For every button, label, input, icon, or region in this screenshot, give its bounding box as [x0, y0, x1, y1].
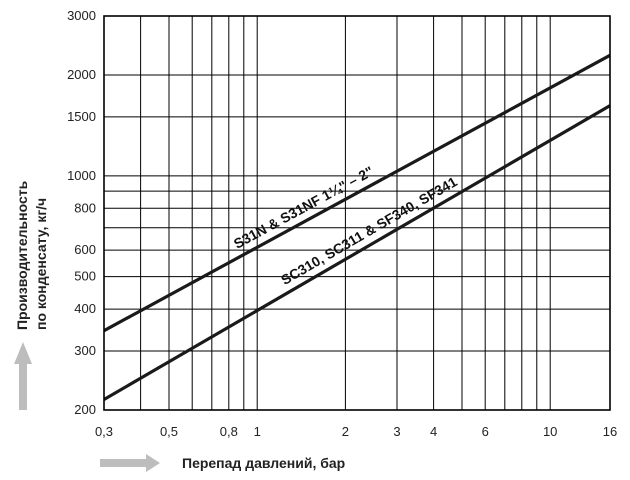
y-tick-label: 200 — [74, 402, 96, 417]
y-axis-label-line1: Производительность — [14, 180, 30, 330]
x-tick-label: 0,8 — [220, 424, 238, 439]
series-line — [103, 104, 611, 401]
x-tick-label: 10 — [543, 424, 557, 439]
x-tick-label: 4 — [430, 424, 437, 439]
series-layer — [103, 53, 611, 401]
y-axis-ticks: 200 300 400 500 600 800 1000 1500 2000 3000 — [67, 8, 96, 417]
y-tick-label: 1000 — [67, 168, 96, 183]
y-tick-label: 3000 — [67, 8, 96, 23]
x-tick-label: 16 — [603, 424, 617, 439]
x-tick-label: 1 — [254, 424, 261, 439]
y-tick-label: 400 — [74, 301, 96, 316]
y-tick-label: 2000 — [67, 67, 96, 82]
y-tick-label: 800 — [74, 200, 96, 215]
x-tick-label: 0,3 — [95, 424, 113, 439]
series-line — [103, 53, 611, 333]
grid — [104, 16, 610, 410]
x-tick-label: 2 — [342, 424, 349, 439]
x-tick-label: 3 — [393, 424, 400, 439]
plot-frame — [103, 15, 611, 411]
y-tick-label: 1500 — [67, 109, 96, 124]
x-axis-label: Перепад давлений, бар — [182, 455, 345, 471]
y-tick-label: 300 — [74, 343, 96, 358]
y-axis-label-line2: по конденсату, кг/ч — [33, 198, 49, 330]
y-tick-label: 600 — [74, 242, 96, 257]
x-axis-ticks: 0,3 0,5 0,8 1 2 3 4 6 10 16 — [95, 424, 617, 439]
x-axis-arrow-icon — [100, 454, 160, 472]
x-tick-label: 6 — [482, 424, 489, 439]
x-tick-label: 0,5 — [160, 424, 178, 439]
y-axis-arrow-icon — [14, 342, 32, 410]
series-label: SC310, SC311 & SF340, SF341 — [278, 173, 460, 288]
y-tick-label: 500 — [74, 269, 96, 284]
